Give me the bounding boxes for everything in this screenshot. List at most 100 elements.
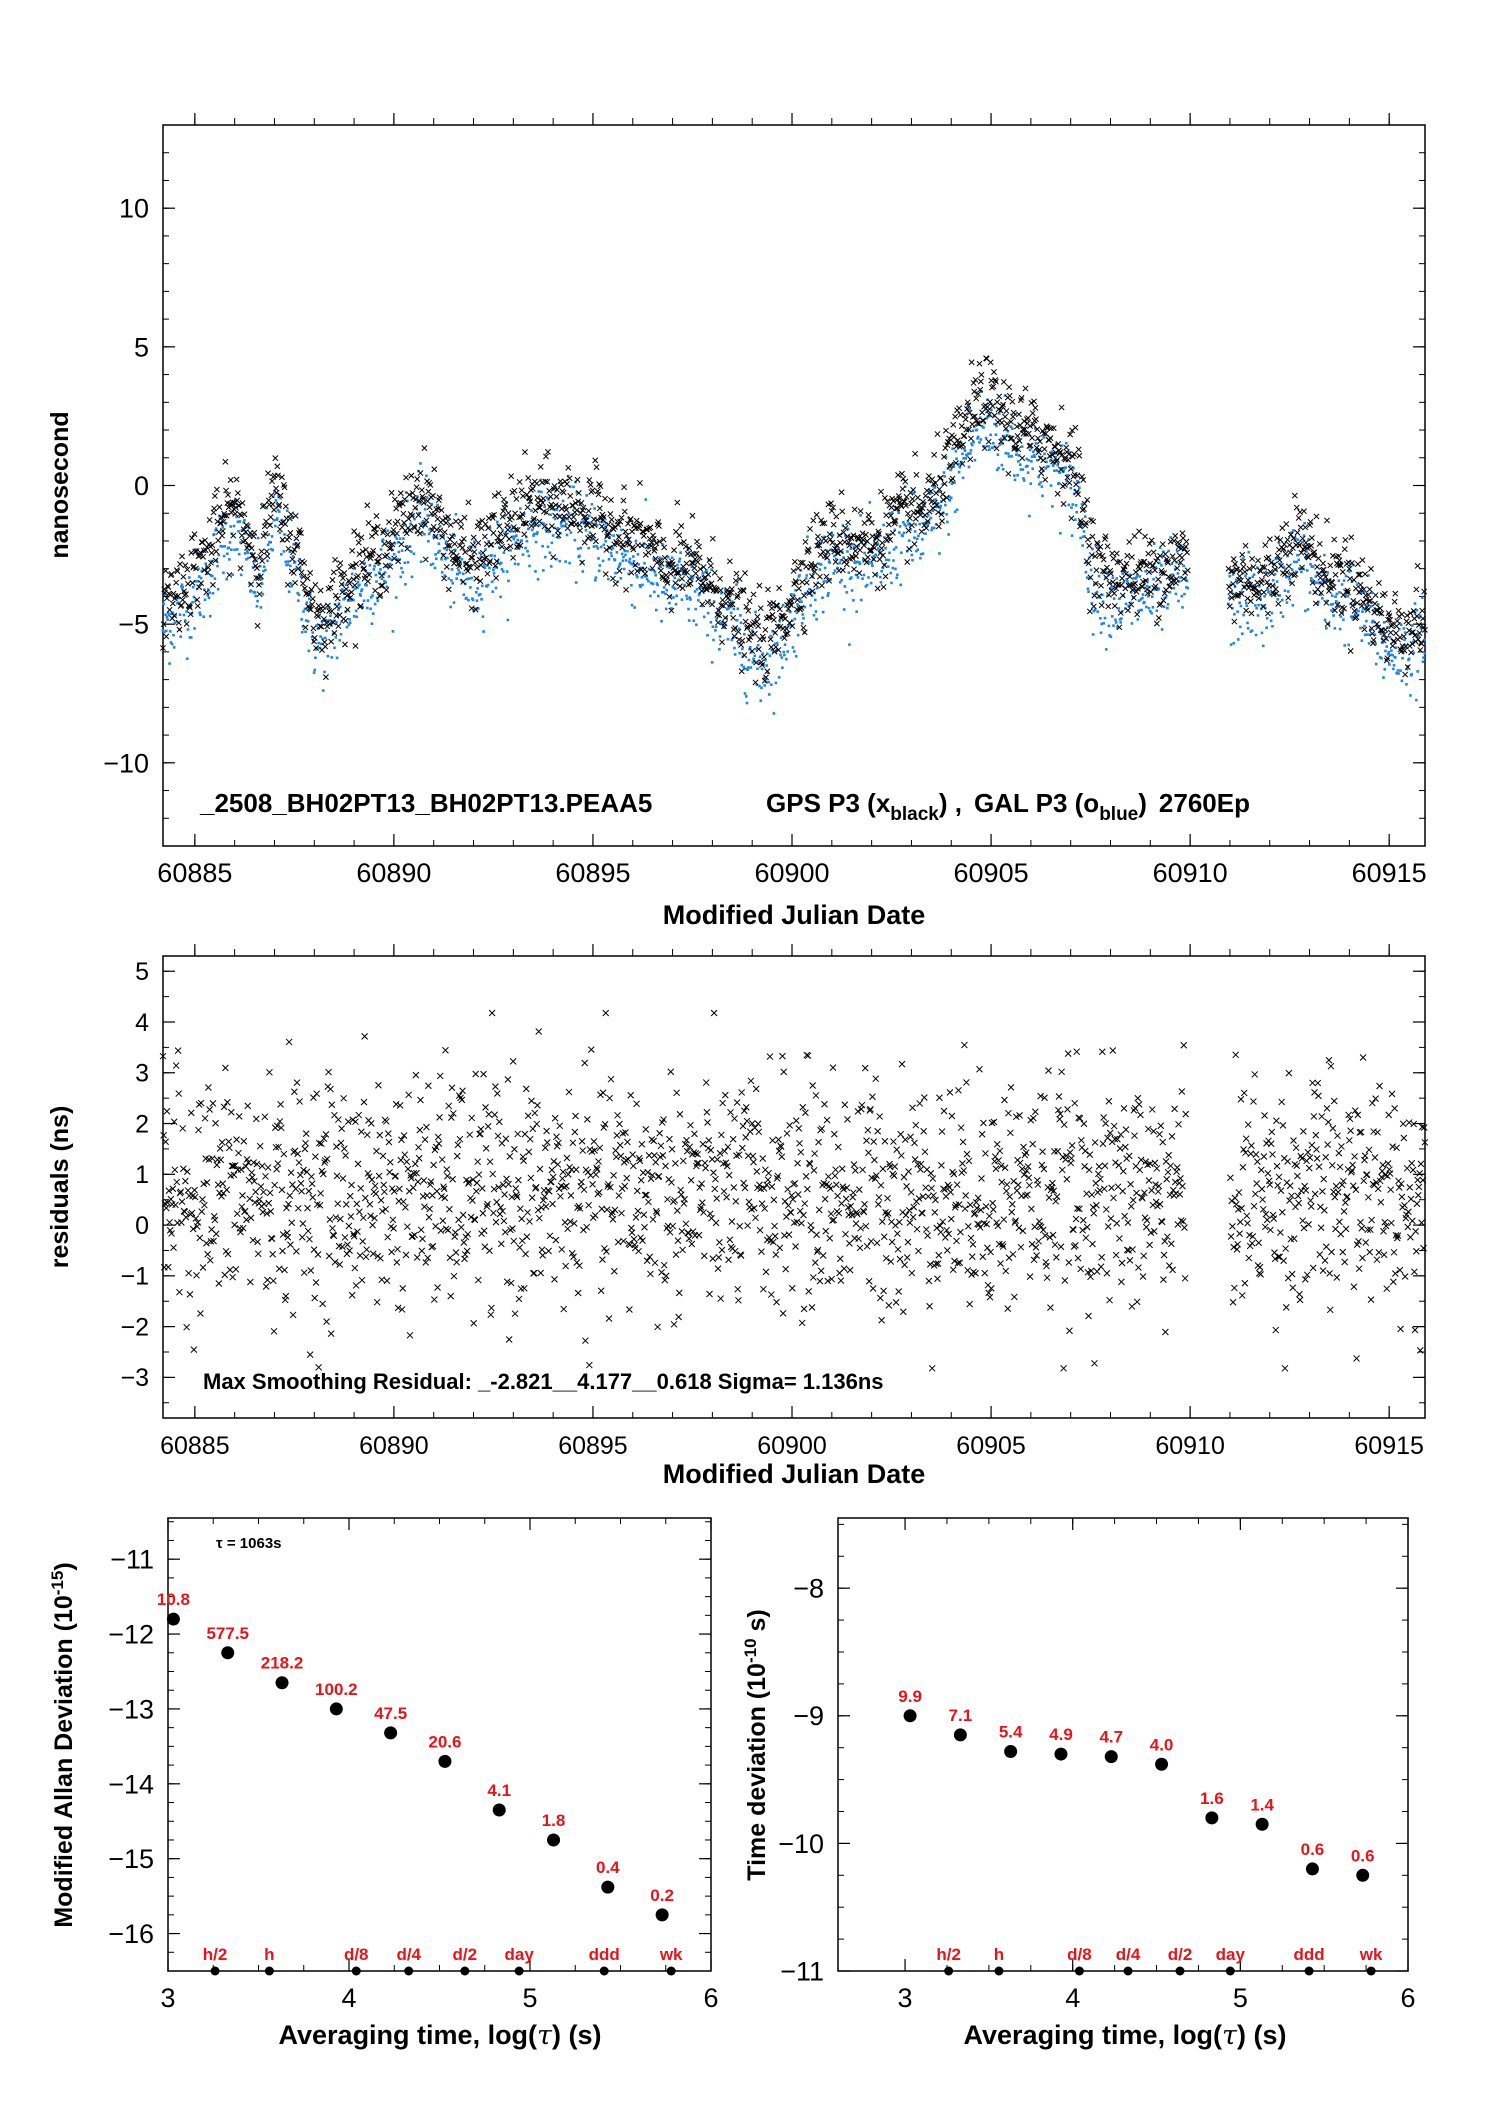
gal-point	[998, 443, 1002, 446]
gps-point	[184, 566, 191, 573]
gps-point	[684, 569, 691, 576]
residual-point	[413, 1169, 420, 1177]
gal-point	[1007, 452, 1010, 455]
gal-point	[502, 551, 506, 555]
gal-point	[620, 552, 624, 556]
gal-point	[262, 569, 265, 573]
gal-point	[321, 689, 325, 692]
residual-point	[240, 1137, 248, 1145]
x-tick-label: 60915	[1352, 858, 1427, 888]
gal-point	[895, 576, 899, 580]
gal-point	[1011, 427, 1014, 430]
gal-point	[221, 526, 225, 529]
gal-point	[1003, 437, 1006, 441]
gal-point	[812, 613, 816, 617]
gal-point	[945, 512, 948, 516]
gps-point	[747, 634, 754, 641]
residual-point	[394, 1245, 401, 1253]
residual-point	[572, 1166, 580, 1173]
gal-point	[419, 560, 423, 564]
gal-point	[340, 620, 343, 623]
gps-point	[1287, 549, 1294, 556]
gps-point	[403, 474, 409, 481]
gps-point	[823, 573, 830, 580]
gal-point	[1371, 619, 1375, 623]
gps-point	[226, 572, 233, 578]
gps-point	[1284, 536, 1291, 543]
gal-point	[804, 577, 808, 580]
gps-point	[238, 512, 245, 519]
gps-point	[248, 545, 255, 552]
gal-point	[861, 558, 865, 561]
gal-point	[1246, 621, 1249, 625]
gal-point	[493, 554, 497, 558]
gal-point	[913, 530, 917, 533]
residual-point	[685, 1229, 692, 1237]
gps-point	[279, 536, 286, 543]
gal-point	[884, 547, 887, 550]
gal-point	[795, 611, 799, 615]
residual-point	[532, 1183, 540, 1191]
gal-point	[830, 532, 834, 535]
gal-point	[385, 585, 389, 589]
gal-point	[753, 654, 757, 658]
gps-point	[860, 536, 867, 543]
gps-series-prefix: GPS P3 (x	[766, 788, 891, 818]
gps-point	[870, 556, 877, 563]
gps-point	[972, 376, 979, 383]
residual-point	[401, 1151, 409, 1159]
gps-point	[934, 431, 941, 437]
gps-point	[1322, 579, 1328, 586]
gal-point	[1074, 518, 1077, 521]
residual-point	[742, 1133, 750, 1141]
residual-point	[626, 1306, 633, 1313]
residual-point	[360, 1098, 368, 1106]
gps-point	[1350, 597, 1357, 604]
residual-point	[480, 1070, 487, 1078]
gps-point	[1126, 539, 1133, 545]
gps-point	[1230, 580, 1237, 587]
gps-point	[462, 561, 469, 567]
gal-point	[890, 511, 894, 514]
residual-point	[699, 1140, 707, 1148]
gal-point	[1247, 550, 1251, 554]
gal-point	[400, 566, 403, 570]
gal-point	[652, 557, 655, 560]
residuals-x-ticks: 60885 60890 60895 60900 60905 60910 60915	[160, 944, 1424, 1460]
residual-point	[296, 1098, 303, 1105]
gal-point	[593, 579, 597, 582]
gal-point	[579, 546, 583, 550]
gal-point	[1422, 656, 1425, 659]
residual-point	[165, 1187, 173, 1195]
gal-point	[427, 532, 431, 536]
residual-point	[442, 1046, 449, 1054]
gps-point	[409, 513, 415, 519]
gal-point	[1383, 668, 1387, 671]
residual-point	[435, 1140, 443, 1147]
gps-point	[264, 553, 271, 559]
gal-point	[224, 521, 228, 525]
gal-point	[1180, 594, 1184, 598]
gal-point	[375, 580, 378, 583]
residual-point	[306, 1351, 314, 1359]
gal-point	[270, 547, 273, 551]
gal-point	[313, 668, 317, 672]
residual-point	[491, 1111, 499, 1119]
gal-point	[932, 526, 936, 530]
gps-point	[625, 520, 632, 527]
gal-point	[647, 579, 650, 583]
gal-point	[567, 512, 571, 515]
gps-point	[752, 679, 759, 686]
gps-point	[1274, 552, 1281, 559]
gal-point	[1302, 534, 1306, 537]
gal-point	[629, 562, 632, 565]
gal-point	[269, 541, 273, 544]
gps-point	[1184, 567, 1191, 574]
residual-point	[728, 1218, 736, 1225]
gps-point	[547, 493, 554, 500]
residual-point	[756, 1226, 764, 1234]
residual-point	[356, 1252, 364, 1259]
gps-point	[592, 457, 599, 464]
gal-point	[417, 511, 421, 515]
gps-point	[573, 507, 580, 514]
